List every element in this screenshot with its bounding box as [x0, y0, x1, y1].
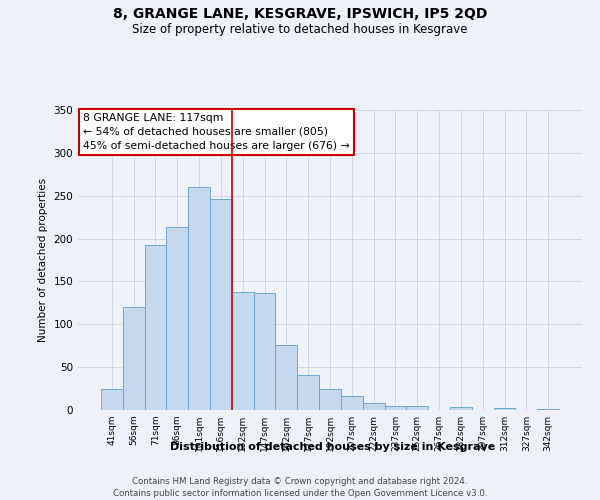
Bar	[254, 294, 275, 410]
Text: Distribution of detached houses by size in Kesgrave: Distribution of detached houses by size …	[170, 442, 496, 452]
Bar	[232, 292, 254, 410]
Bar	[341, 396, 363, 410]
Bar	[406, 406, 428, 410]
Bar	[537, 409, 559, 410]
Bar	[363, 403, 385, 410]
Y-axis label: Number of detached properties: Number of detached properties	[38, 178, 48, 342]
Bar	[188, 187, 210, 410]
Bar	[450, 408, 472, 410]
Bar	[385, 406, 406, 410]
Text: 8 GRANGE LANE: 117sqm
← 54% of detached houses are smaller (805)
45% of semi-det: 8 GRANGE LANE: 117sqm ← 54% of detached …	[83, 113, 350, 151]
Bar	[123, 307, 145, 410]
Text: 8, GRANGE LANE, KESGRAVE, IPSWICH, IP5 2QD: 8, GRANGE LANE, KESGRAVE, IPSWICH, IP5 2…	[113, 8, 487, 22]
Bar	[210, 199, 232, 410]
Bar	[166, 226, 188, 410]
Bar	[319, 388, 341, 410]
Bar	[145, 246, 166, 410]
Bar	[275, 345, 297, 410]
Text: Contains HM Land Registry data © Crown copyright and database right 2024.
Contai: Contains HM Land Registry data © Crown c…	[113, 476, 487, 498]
Text: Size of property relative to detached houses in Kesgrave: Size of property relative to detached ho…	[132, 22, 468, 36]
Bar	[297, 375, 319, 410]
Bar	[101, 388, 123, 410]
Bar	[494, 408, 515, 410]
